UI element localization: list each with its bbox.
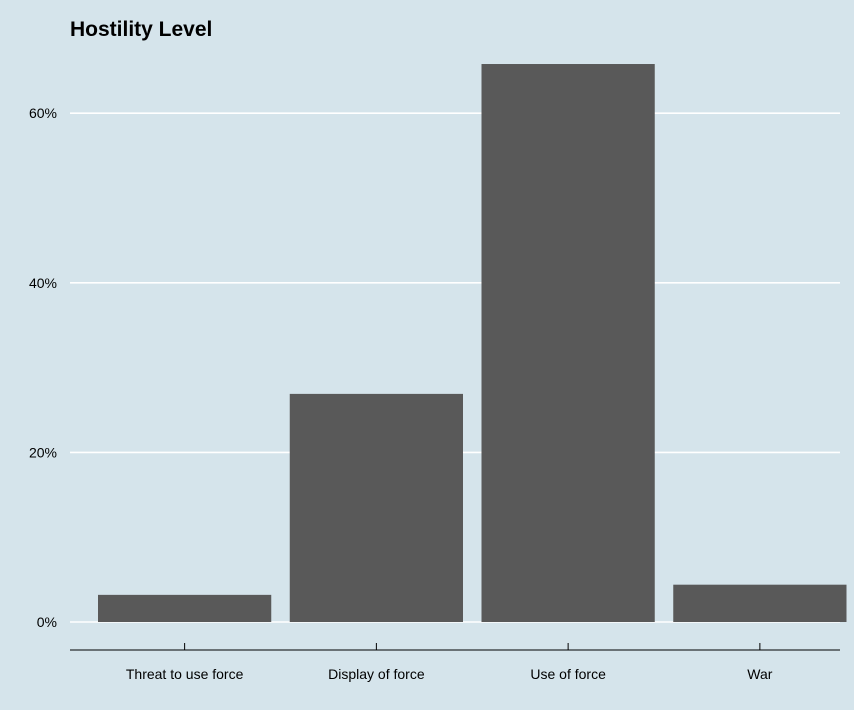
bars bbox=[98, 64, 847, 623]
x-tick-label: Threat to use force bbox=[126, 666, 244, 682]
bar-war bbox=[673, 584, 847, 622]
bar-use-of-force bbox=[481, 64, 655, 623]
x-axis-tick-labels: Threat to use force Display of force Use o… bbox=[126, 666, 773, 682]
y-tick-label: 0% bbox=[37, 614, 57, 630]
bar-display-of-force bbox=[289, 393, 463, 622]
y-tick-label: 60% bbox=[29, 105, 57, 121]
x-tick-label: War bbox=[747, 666, 772, 682]
bar-threat-to-use-force bbox=[98, 594, 272, 622]
x-tick-label: Use of force bbox=[530, 666, 606, 682]
y-axis-tick-labels: 0% 20% 40% 60% bbox=[29, 105, 57, 630]
y-tick-label: 40% bbox=[29, 275, 57, 291]
y-tick-label: 20% bbox=[29, 444, 57, 460]
x-tick-label: Display of force bbox=[328, 666, 425, 682]
x-axis bbox=[70, 643, 840, 651]
chart-title: Hostility Level bbox=[70, 18, 212, 41]
